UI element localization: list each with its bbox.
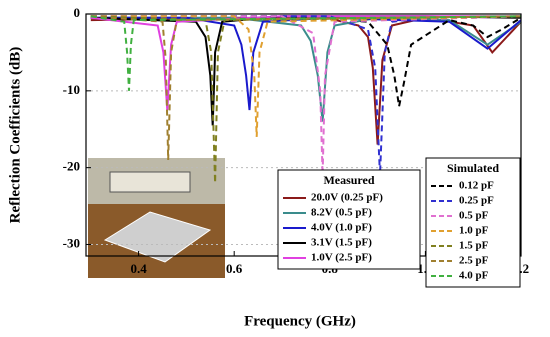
plot-area (86, 13, 522, 245)
legend-title: Measured (323, 173, 374, 187)
legend-label: 0.12 pF (459, 180, 494, 192)
photo-inset (88, 158, 225, 278)
series-line (90, 15, 522, 91)
x-tick-label: 0.6 (226, 261, 243, 276)
x-tick-label: 0.4 (130, 261, 147, 276)
series-line (90, 15, 522, 176)
series-line (90, 16, 522, 111)
series-line (90, 15, 522, 137)
series-line (90, 16, 522, 122)
legend-label: 20.0V (0.25 pF) (311, 192, 383, 204)
x-axis-label: Frequency (GHz) (244, 313, 356, 329)
legend-label: 8.2V (0.5 pF) (311, 207, 372, 219)
y-axis-label: Reflection Coefficients (dB) (7, 47, 23, 224)
legend-label: 3.1V (1.5 pF) (311, 237, 372, 249)
y-tick-label: -30 (63, 235, 80, 250)
photo-fixture (109, 171, 191, 193)
legend-label: 1.5 pF (459, 240, 489, 252)
legend-box (425, 157, 521, 288)
series-line (90, 15, 522, 176)
legend-title: Simulated (447, 161, 499, 175)
legend-label: 0.25 pF (459, 195, 494, 207)
y-tick-label: 0 (74, 5, 81, 20)
y-tick-label: -20 (63, 159, 80, 174)
photo-board (103, 211, 212, 263)
series-line (90, 15, 521, 111)
legend-label: 4.0 pF (459, 270, 489, 282)
series-line (90, 16, 522, 145)
legend-box (277, 169, 421, 270)
y-tick-label: -10 (63, 82, 80, 97)
legend-label: 1.0V (2.5 pF) (311, 252, 372, 264)
series-line (90, 15, 522, 161)
legend-label: 4.0V (1.0 pF) (311, 222, 372, 234)
legend-label: 2.5 pF (459, 255, 489, 267)
legend-label: 1.0 pF (459, 225, 489, 237)
legend-label: 0.5 pF (459, 210, 489, 222)
series-line (90, 15, 522, 107)
